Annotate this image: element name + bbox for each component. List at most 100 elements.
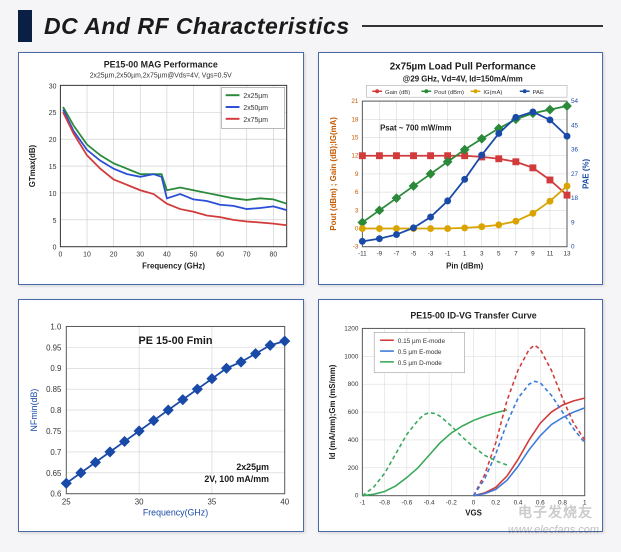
svg-text:50: 50 xyxy=(190,252,198,259)
charts-grid: PE15-00 MAG Performance 2x25µm,2x50µm,2x7… xyxy=(18,52,603,532)
svg-text:18: 18 xyxy=(351,116,359,123)
svg-text:0.95: 0.95 xyxy=(46,343,62,352)
svg-text:60: 60 xyxy=(216,252,224,259)
svg-text:1: 1 xyxy=(582,500,586,507)
svg-text:0.9: 0.9 xyxy=(50,364,61,373)
svg-text:Pout (dBm) ; Gain (dB);IG(mA): Pout (dBm) ; Gain (dB);IG(mA) xyxy=(328,117,337,231)
svg-text:Frequency(GHz): Frequency(GHz) xyxy=(143,507,208,517)
svg-text:400: 400 xyxy=(347,437,358,444)
fmin-panel: 253035400.60.650.70.750.80.850.90.951.0P… xyxy=(18,299,304,532)
svg-text:2x50µm: 2x50µm xyxy=(243,105,268,112)
svg-text:40: 40 xyxy=(163,252,171,259)
svg-text:0.15 µm E-mode: 0.15 µm E-mode xyxy=(397,338,445,345)
idvg-panel: PE15-00 ID-VG Transfer Curve -1 -0.8 -0.6 -0… xyxy=(318,299,604,532)
svg-text:0: 0 xyxy=(354,225,358,232)
title-bar-icon xyxy=(18,10,32,42)
svg-text:0: 0 xyxy=(354,493,358,500)
mag-performance-panel: PE15-00 MAG Performance 2x25µm,2x50µm,2x7… xyxy=(18,52,304,285)
svg-text:1000: 1000 xyxy=(344,353,359,360)
svg-text:Id (mA/mm);Gm (mS/mm): Id (mA/mm);Gm (mS/mm) xyxy=(327,364,336,459)
svg-text:2x75µm: 2x75µm xyxy=(243,117,268,124)
svg-text:0.2: 0.2 xyxy=(491,500,500,507)
svg-text:0.85: 0.85 xyxy=(46,385,62,394)
svg-text:-1: -1 xyxy=(359,500,365,507)
svg-text:15: 15 xyxy=(351,134,359,141)
svg-text:Psat ~ 700 mW/mm: Psat ~ 700 mW/mm xyxy=(380,124,451,133)
svg-text:10: 10 xyxy=(49,191,57,198)
svg-text:2x25µm: 2x25µm xyxy=(236,462,269,472)
svg-text:2x75µm Load Pull Performance: 2x75µm Load Pull Performance xyxy=(389,62,536,73)
svg-text:PE15-00 ID-VG Transfer Curve: PE15-00 ID-VG Transfer Curve xyxy=(410,311,536,321)
svg-text:0.7: 0.7 xyxy=(50,448,61,457)
page: DC And RF Characteristics PE15-00 MAG Pe… xyxy=(0,0,621,552)
svg-text:PE15-00 MAG Performance: PE15-00 MAG Performance xyxy=(104,60,218,70)
idvg-chart: PE15-00 ID-VG Transfer Curve -1 -0.8 -0.6 -0… xyxy=(323,304,599,527)
svg-text:-3: -3 xyxy=(427,251,433,258)
svg-text:5: 5 xyxy=(53,218,57,225)
svg-text:2V, 100 mA/mm: 2V, 100 mA/mm xyxy=(204,474,269,484)
svg-text:18: 18 xyxy=(570,195,578,202)
svg-text:25: 25 xyxy=(62,498,71,507)
svg-text:9: 9 xyxy=(354,171,358,178)
svg-text:NFmin(dB): NFmin(dB) xyxy=(29,389,39,432)
svg-text:2x25µm: 2x25µm xyxy=(243,93,268,100)
svg-text:-0.6: -0.6 xyxy=(401,500,412,507)
svg-text:45: 45 xyxy=(570,122,578,129)
svg-text:70: 70 xyxy=(243,252,251,259)
svg-text:-0.4: -0.4 xyxy=(423,500,434,507)
svg-text:-3: -3 xyxy=(352,244,358,251)
svg-text:-11: -11 xyxy=(357,251,366,258)
svg-text:@29 GHz, Vd=4V, Id=150mA/mm: @29 GHz, Vd=4V, Id=150mA/mm xyxy=(402,74,522,83)
svg-text:-0.8: -0.8 xyxy=(379,500,390,507)
svg-text:GTmax(dB): GTmax(dB) xyxy=(28,144,37,187)
svg-text:0.8: 0.8 xyxy=(558,500,567,507)
svg-text:200: 200 xyxy=(347,465,358,472)
svg-text:7: 7 xyxy=(514,251,518,258)
svg-text:Frequency (GHz): Frequency (GHz) xyxy=(142,261,205,270)
load-pull-panel: 2x75µm Load Pull Performance@29 GHz, Vd=… xyxy=(318,52,604,285)
title-line xyxy=(362,25,603,27)
svg-text:0: 0 xyxy=(471,500,475,507)
svg-text:0.65: 0.65 xyxy=(46,469,62,478)
svg-text:PAE: PAE xyxy=(532,90,543,96)
svg-text:9: 9 xyxy=(570,219,574,226)
svg-text:30: 30 xyxy=(49,83,57,90)
mag-performance-chart: PE15-00 MAG Performance 2x25µm,2x50µm,2x7… xyxy=(23,57,299,280)
svg-text:-1: -1 xyxy=(444,251,450,258)
svg-text:1200: 1200 xyxy=(344,325,359,332)
svg-text:15: 15 xyxy=(49,164,57,171)
svg-text:0.5 µm E-mode: 0.5 µm E-mode xyxy=(397,349,441,356)
svg-text:PE 15-00 Fmin: PE 15-00 Fmin xyxy=(139,335,213,347)
svg-text:10: 10 xyxy=(83,252,91,259)
svg-text:54: 54 xyxy=(570,98,578,105)
svg-text:20: 20 xyxy=(110,252,118,259)
fmin-chart: 253035400.60.650.70.750.80.850.90.951.0P… xyxy=(23,304,299,527)
svg-text:30: 30 xyxy=(136,252,144,259)
svg-text:11: 11 xyxy=(546,251,553,258)
svg-text:0.4: 0.4 xyxy=(513,500,522,507)
svg-text:1: 1 xyxy=(462,251,466,258)
svg-text:6: 6 xyxy=(354,189,358,196)
svg-text:-0.2: -0.2 xyxy=(445,500,456,507)
svg-text:-5: -5 xyxy=(410,251,416,258)
svg-text:25: 25 xyxy=(49,110,57,117)
svg-text:VGS: VGS xyxy=(465,508,482,517)
svg-text:27: 27 xyxy=(570,171,578,178)
svg-text:80: 80 xyxy=(270,252,278,259)
svg-text:20: 20 xyxy=(49,137,57,144)
svg-text:13: 13 xyxy=(563,251,571,258)
svg-text:0.75: 0.75 xyxy=(46,427,62,436)
svg-text:3: 3 xyxy=(354,207,358,214)
svg-text:0: 0 xyxy=(58,252,62,259)
svg-text:PAE (%): PAE (%) xyxy=(581,159,590,189)
svg-text:0.5 µm D-mode: 0.5 µm D-mode xyxy=(397,360,442,367)
svg-text:0.6: 0.6 xyxy=(50,490,62,499)
svg-text:35: 35 xyxy=(208,498,217,507)
svg-text:0.8: 0.8 xyxy=(50,406,62,415)
svg-text:600: 600 xyxy=(347,409,358,416)
svg-text:9: 9 xyxy=(531,251,535,258)
svg-text:21: 21 xyxy=(351,98,359,105)
svg-text:-7: -7 xyxy=(393,251,399,258)
svg-text:5: 5 xyxy=(497,251,501,258)
svg-text:2x25µm,2x50µm,2x75µm@Vds=4V, V: 2x25µm,2x50µm,2x75µm@Vds=4V, Vgs=0.5V xyxy=(90,72,232,79)
